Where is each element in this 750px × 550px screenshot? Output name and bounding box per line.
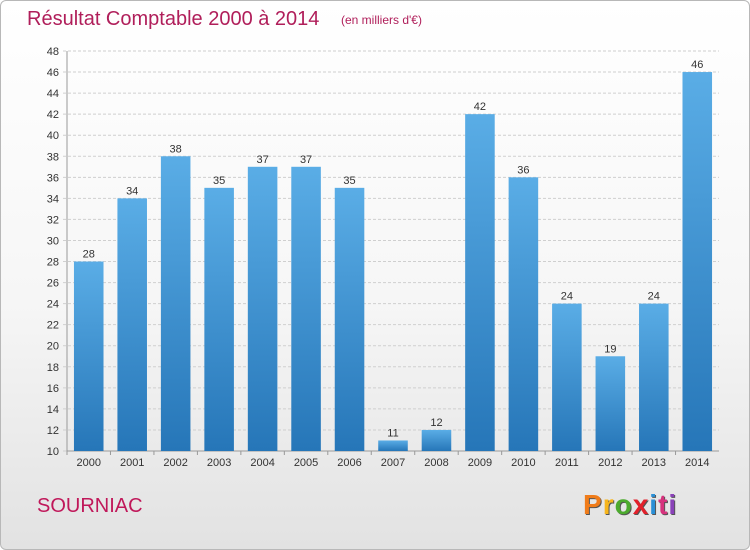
bar-2010[interactable] <box>508 177 539 451</box>
y-tick-label: 10 <box>47 446 59 458</box>
data-label-2013: 24 <box>648 291 660 303</box>
logo-letter: o <box>614 489 633 520</box>
data-label-2001: 34 <box>126 185 138 197</box>
y-tick-label: 48 <box>47 46 59 58</box>
bar-2013[interactable] <box>639 303 669 451</box>
y-tick-label: 34 <box>47 193 59 205</box>
bar-2001[interactable] <box>117 198 147 451</box>
data-label-2000: 28 <box>83 249 95 261</box>
bar-2005[interactable] <box>291 166 321 451</box>
y-tick-label: 22 <box>47 320 59 332</box>
data-label-2005: 37 <box>300 154 312 166</box>
x-tick-label: 2012 <box>598 457 622 469</box>
bar-2004[interactable] <box>247 166 278 451</box>
city-name: SOURNIAC <box>37 495 143 517</box>
x-tick-label: 2010 <box>511 457 535 469</box>
x-tick-label: 2009 <box>468 457 492 469</box>
y-tick-label: 12 <box>47 425 59 437</box>
x-tick-label: 2003 <box>207 457 231 469</box>
y-tick-label: 32 <box>47 214 59 226</box>
y-tick-label: 14 <box>47 404 59 416</box>
x-tick-label: 2006 <box>337 457 361 469</box>
data-label-2006: 35 <box>343 175 355 187</box>
data-label-2014: 46 <box>691 59 703 71</box>
y-tick-label: 26 <box>47 278 59 290</box>
bar-2002[interactable] <box>160 156 191 451</box>
y-tick-label: 36 <box>47 172 59 184</box>
y-tick-label: 30 <box>47 235 59 247</box>
x-tick-label: 2008 <box>424 457 448 469</box>
x-tick-label: 2000 <box>76 457 100 469</box>
y-tick-label: 16 <box>47 383 59 395</box>
proxiti-logo[interactable]: Proxiti <box>583 489 677 521</box>
bar-2006[interactable] <box>334 187 365 451</box>
x-tick-label: 2013 <box>642 457 666 469</box>
bar-2003[interactable] <box>204 187 234 451</box>
x-tick-label: 2011 <box>555 457 579 469</box>
y-tick-label: 18 <box>47 362 59 374</box>
y-tick-label: 46 <box>47 67 59 79</box>
bar-2008[interactable] <box>421 429 452 451</box>
data-label-2002: 38 <box>170 143 182 155</box>
bar-2012[interactable] <box>595 356 626 451</box>
bar-layer <box>73 72 713 451</box>
data-label-2009: 42 <box>474 101 486 113</box>
y-tick-label: 40 <box>47 130 59 142</box>
data-label-2003: 35 <box>213 175 225 187</box>
bar-2000[interactable] <box>73 261 104 451</box>
data-label-2012: 19 <box>604 343 616 355</box>
bar-2011[interactable] <box>552 303 582 451</box>
y-tick-label: 28 <box>47 257 59 269</box>
chart-title: Résultat Comptable 2000 à 2014 <box>27 8 320 30</box>
logo-letter: t <box>658 489 669 520</box>
logo-letter: P <box>583 489 603 520</box>
y-tick-label: 24 <box>47 299 59 311</box>
bar-2014[interactable] <box>682 72 713 451</box>
x-tick-label: 2007 <box>381 457 405 469</box>
data-label-2011: 24 <box>561 291 573 303</box>
label-layer: 10 12 14 16 18 20 22 24 26 28 30 32 34 36 38 40 42 44 46 48… <box>47 46 710 469</box>
bar-2009[interactable] <box>465 114 495 451</box>
logo-letter: i <box>668 489 678 520</box>
y-tick-label: 38 <box>47 151 59 163</box>
x-tick-label: 2014 <box>685 457 709 469</box>
x-tick-label: 2001 <box>120 457 144 469</box>
x-tick-label: 2002 <box>163 457 187 469</box>
chart-subtitle: (en milliers d'€) <box>341 13 422 27</box>
bar-2007[interactable] <box>378 440 408 451</box>
logo-letter: r <box>602 489 615 520</box>
logo-letter: i <box>649 489 659 520</box>
y-tick-label: 44 <box>47 88 59 100</box>
y-tick-label: 42 <box>47 109 59 121</box>
data-label-2008: 12 <box>430 417 442 429</box>
data-label-2007: 11 <box>387 427 398 439</box>
logo-letter: x <box>632 489 650 520</box>
data-label-2010: 36 <box>517 164 529 176</box>
x-tick-label: 2004 <box>250 457 274 469</box>
y-tick-label: 20 <box>47 341 59 353</box>
data-label-2004: 37 <box>256 154 268 166</box>
x-tick-label: 2005 <box>294 457 318 469</box>
